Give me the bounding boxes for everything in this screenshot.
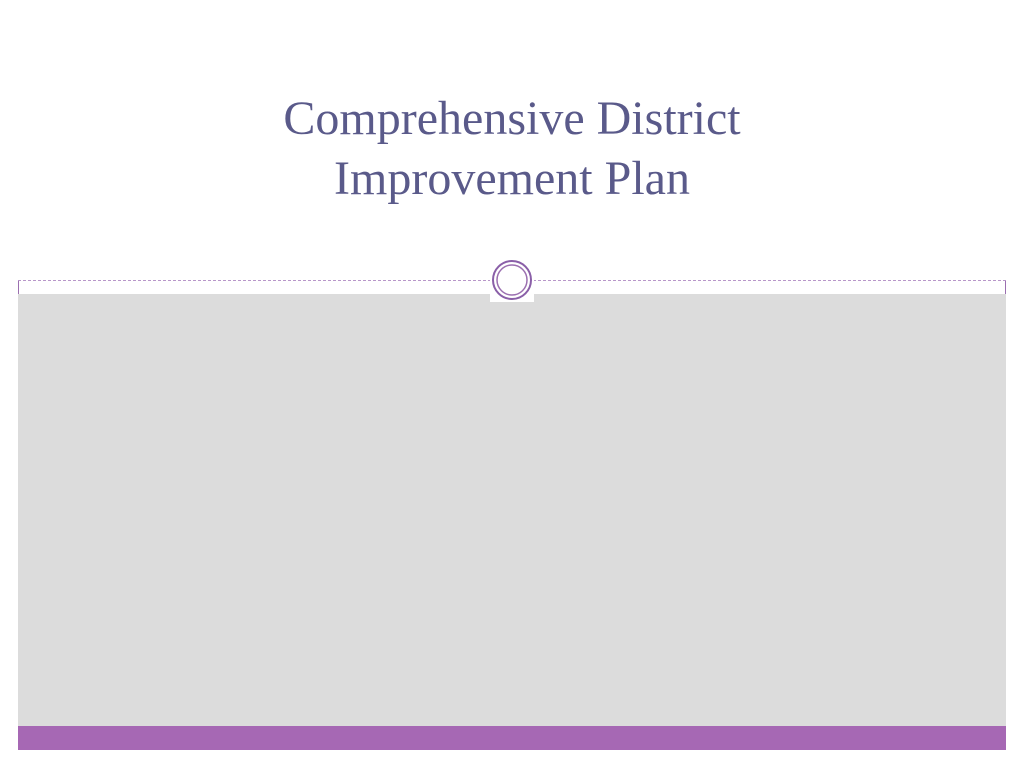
title-line-1: Comprehensive District [283,92,740,145]
slide-title: Comprehensive District Improvement Plan [223,89,800,209]
title-line-2: Improvement Plan [334,152,690,205]
body-section [18,294,1006,726]
title-section: Comprehensive District Improvement Plan [18,18,1006,280]
circle-ornament-icon [490,258,534,302]
footer-bar [18,726,1006,750]
